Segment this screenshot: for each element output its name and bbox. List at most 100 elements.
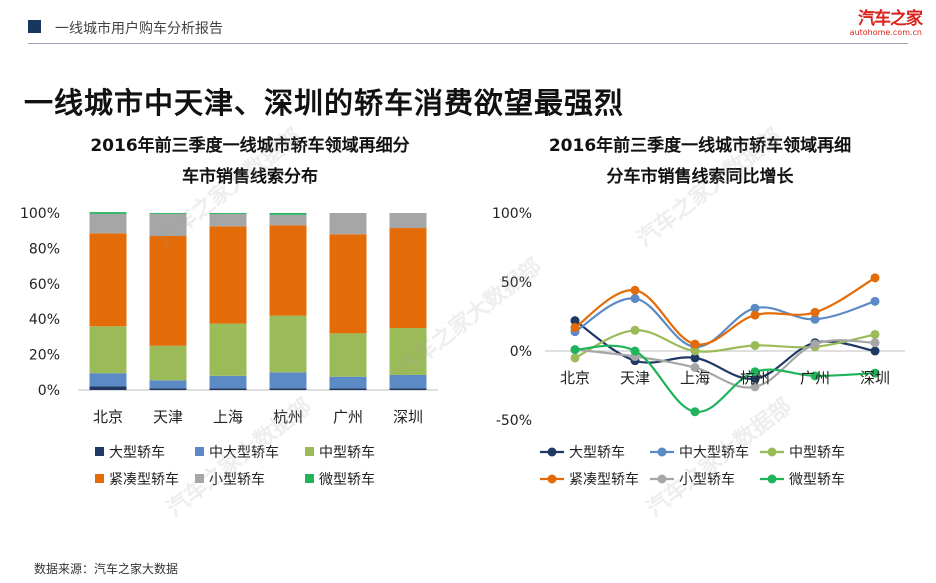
bar-segment <box>89 326 127 374</box>
data-point <box>810 339 820 349</box>
legend-swatch <box>95 447 104 456</box>
bar-chart-title-line-2: 车市销售线索分布 <box>182 167 318 187</box>
legend-marker <box>767 474 777 484</box>
legend-marker <box>547 474 557 484</box>
bar-segment <box>209 213 247 227</box>
legend-label: 中型轿车 <box>319 444 375 461</box>
data-point <box>690 407 700 417</box>
bar-segment <box>149 213 187 214</box>
bar-segment <box>269 214 307 226</box>
data-point <box>870 296 880 306</box>
bar-segment <box>269 388 307 390</box>
x-tick-label: 广州 <box>333 408 363 426</box>
legend-label: 小型轿车 <box>679 471 735 488</box>
line-chart-title-line-2: 分车市销售线索同比增长 <box>606 167 794 187</box>
bar-segment <box>149 236 187 346</box>
bar-chart-title-line-1: 2016年前三季度一线城市轿车领域再细分 <box>90 136 410 156</box>
data-point <box>810 307 820 317</box>
y-tick-label: 0% <box>38 383 60 399</box>
bar-segment <box>89 213 127 234</box>
data-point <box>750 374 760 384</box>
bar-segment <box>149 380 187 389</box>
line-chart-title: 2016年前三季度一线城市轿车领域再细 分车市销售线索同比增长 <box>500 131 900 193</box>
legend-swatch <box>195 474 204 483</box>
legend-label: 紧凑型轿车 <box>109 471 179 488</box>
legend-marker <box>657 447 667 457</box>
x-tick-label: 天津 <box>620 369 650 387</box>
legend-label: 大型轿车 <box>109 444 165 461</box>
data-point <box>570 323 580 333</box>
data-point <box>690 353 700 363</box>
data-point <box>870 329 880 339</box>
bar-segment <box>209 388 247 390</box>
bar-chart-title: 2016年前三季度一线城市轿车领域再细分 车市销售线索分布 <box>40 131 460 193</box>
bar-segment <box>269 225 307 316</box>
line-chart-title-line-1: 2016年前三季度一线城市轿车领域再细 <box>548 136 852 156</box>
y-tick-label: -50% <box>496 413 532 429</box>
legend-marker <box>657 474 667 484</box>
legend-swatch <box>195 447 204 456</box>
y-tick-label: 100% <box>492 206 532 222</box>
legend-label: 紧凑型轿车 <box>569 471 639 488</box>
data-point <box>690 363 700 373</box>
data-point <box>870 346 880 356</box>
x-tick-label: 上海 <box>213 408 243 426</box>
page-headline: 一线城市中天津、深圳的轿车消费欲望最强烈 <box>24 86 625 120</box>
x-tick-label: 杭州 <box>740 369 770 387</box>
bar-segment <box>389 374 427 389</box>
logo-url: autohome.com.cn <box>849 28 922 37</box>
bar-segment <box>329 234 367 334</box>
x-tick-label: 天津 <box>153 408 183 426</box>
legend-label: 小型轿车 <box>209 471 265 488</box>
data-point <box>750 382 760 392</box>
y-tick-label: 60% <box>29 277 60 293</box>
bar-segment <box>209 213 247 214</box>
data-point <box>870 273 880 283</box>
data-point <box>570 353 580 363</box>
bar-segment <box>389 328 427 375</box>
data-point <box>870 338 880 348</box>
data-point <box>690 339 700 349</box>
bar-segment <box>269 372 307 389</box>
y-tick-label: 40% <box>29 312 60 328</box>
x-tick-label: 上海 <box>680 369 710 387</box>
data-point <box>630 346 640 356</box>
legend-swatch <box>305 474 314 483</box>
bar-segment <box>389 228 427 329</box>
x-tick-label: 北京 <box>560 369 590 387</box>
bar-segment <box>89 212 127 214</box>
bar-segment <box>209 375 247 389</box>
bar-segment <box>149 345 187 381</box>
bar-segment <box>209 226 247 324</box>
logo-text: 汽车之家 <box>858 9 923 29</box>
bar-segment <box>269 315 307 373</box>
section-marker <box>28 20 41 33</box>
legend-label: 中型轿车 <box>789 444 845 461</box>
section-title: 一线城市用户购车分析报告 <box>55 21 223 37</box>
data-point <box>750 340 760 350</box>
data-point <box>630 325 640 335</box>
top-bar: 一线城市用户购车分析报告 <box>0 0 936 44</box>
bar-segment <box>389 213 427 229</box>
legend-label: 微型轿车 <box>319 471 375 488</box>
data-point <box>810 314 820 324</box>
bar-segment <box>89 233 127 327</box>
y-tick-label: 100% <box>20 206 60 222</box>
x-tick-label: 广州 <box>800 369 830 387</box>
data-point <box>750 303 760 313</box>
legend-label: 大型轿车 <box>569 444 625 461</box>
y-tick-label: 80% <box>29 241 60 257</box>
data-point <box>750 367 760 377</box>
data-source-note: 数据来源：汽车之家大数据 <box>34 562 179 576</box>
x-tick-label: 深圳 <box>860 369 890 387</box>
legend-swatch <box>95 474 104 483</box>
bar-segment <box>329 333 367 377</box>
x-tick-label: 北京 <box>93 408 123 426</box>
legend-swatch <box>305 447 314 456</box>
x-tick-label: 深圳 <box>393 408 423 426</box>
bar-segment <box>89 386 127 390</box>
bar-segment <box>149 388 187 390</box>
legend-label: 微型轿车 <box>789 471 845 488</box>
